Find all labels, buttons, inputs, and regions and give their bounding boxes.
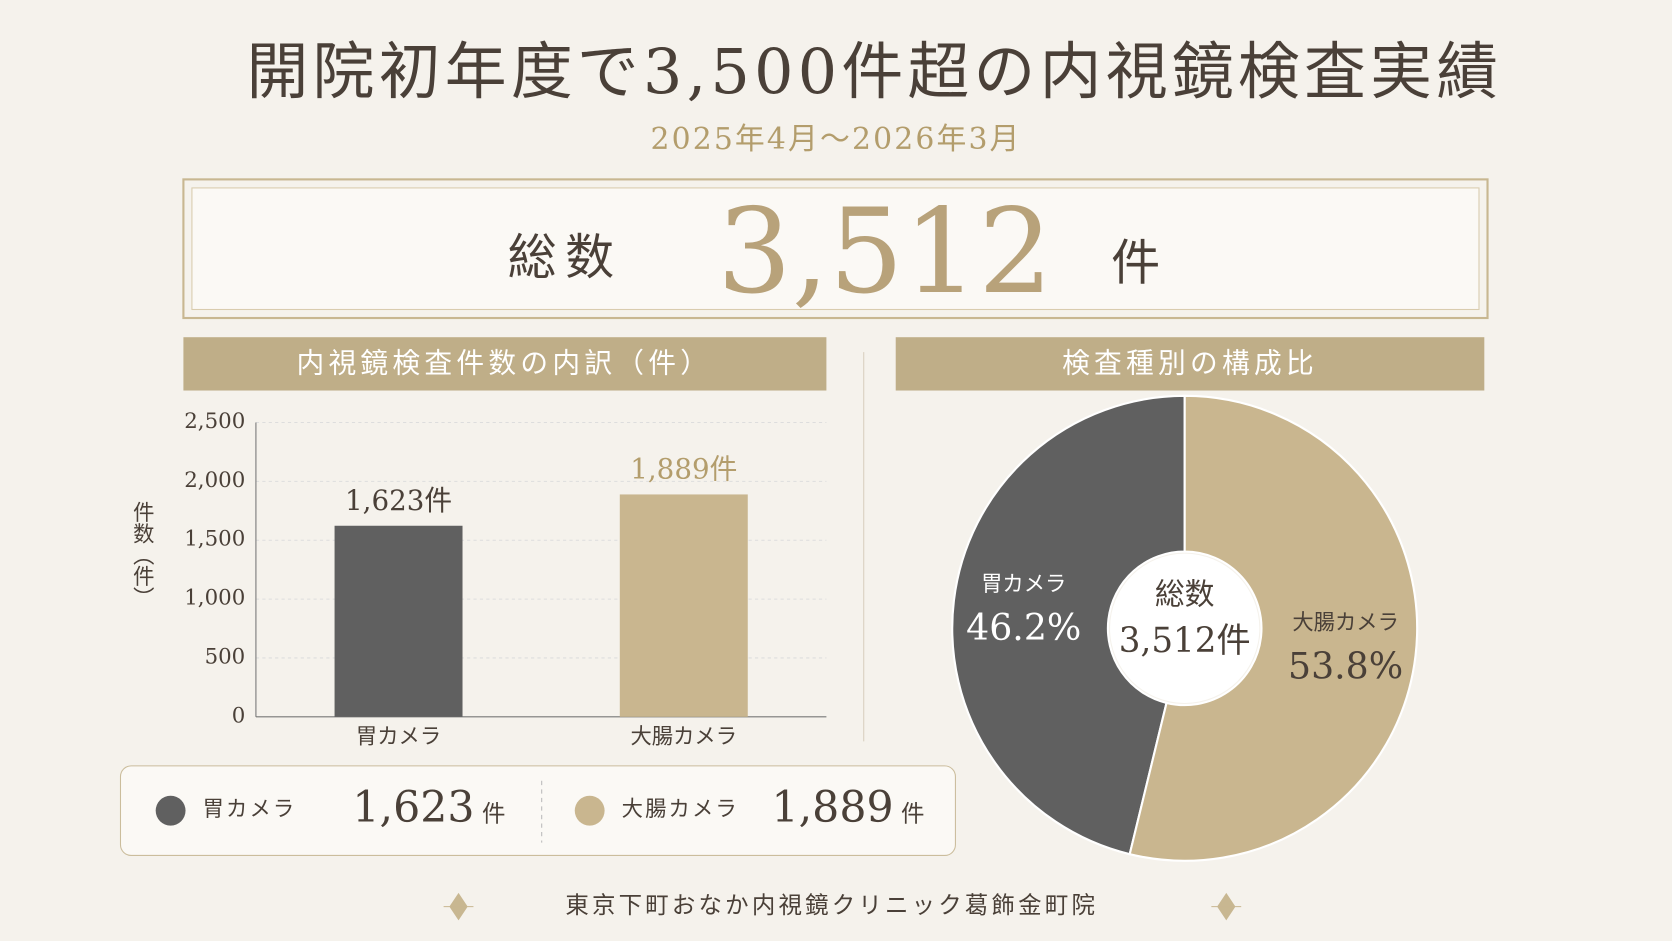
segment-label: 53.8%	[1288, 644, 1403, 687]
y-axis-label: 件数（件）	[129, 501, 154, 608]
y-tick-label: 1,500	[184, 527, 245, 552]
x-tick-label: 大腸カメラ	[631, 725, 738, 750]
summary-count: 1,623	[352, 783, 474, 833]
y-tick-label: 2,000	[184, 468, 245, 493]
summary-unit: 件	[482, 799, 505, 827]
bar	[334, 525, 463, 717]
y-tick-label: 2,500	[184, 409, 245, 434]
center-value: 3,512件	[1119, 621, 1251, 661]
center-label: 総数	[1155, 577, 1215, 612]
title: 開院初年度で3,500件超の内視鏡検査実績	[246, 36, 1502, 108]
segment-name: 大腸カメラ	[1292, 611, 1399, 636]
summary-name: 胃カメラ	[203, 797, 297, 822]
period: 2025年4月〜2026年3月	[650, 122, 1021, 157]
banner	[895, 337, 1485, 391]
total-unit: 件	[1111, 233, 1160, 291]
segment-label: 46.2%	[966, 606, 1081, 649]
total-box-inner	[191, 187, 1480, 311]
ornament	[443, 892, 474, 921]
legend-swatch	[574, 795, 605, 826]
summary-name: 大腸カメラ	[622, 797, 739, 822]
banner	[183, 337, 827, 391]
pie-chart-title: 検査種別の構成比	[1062, 346, 1318, 379]
bar-chart-title: 内視鏡検査件数の内訳（件）	[296, 346, 712, 379]
total-value: 3,512	[717, 183, 1053, 320]
total-box	[182, 178, 1489, 320]
donut-hole	[1110, 553, 1260, 703]
bar	[619, 494, 748, 717]
summary-unit: 件	[901, 799, 924, 827]
donut-segment	[1128, 394, 1419, 862]
y-tick-label: 1,000	[184, 586, 245, 611]
data-label: 1,623件	[345, 484, 452, 517]
summary-count: 1,889	[772, 783, 894, 833]
x-tick-label: 胃カメラ	[356, 725, 441, 750]
footer: 東京下町おなか内視鏡クリニック葛飾金町院	[565, 891, 1098, 919]
legend-swatch	[155, 795, 186, 826]
data-label: 1,889件	[630, 452, 737, 485]
total-label: 総数	[508, 228, 623, 286]
donut-segment	[951, 394, 1186, 856]
y-tick-label: 500	[205, 644, 246, 669]
ornament	[1211, 892, 1242, 921]
segment-name: 胃カメラ	[981, 572, 1066, 597]
y-tick-label: 0	[232, 703, 246, 728]
summary-box	[119, 765, 956, 856]
